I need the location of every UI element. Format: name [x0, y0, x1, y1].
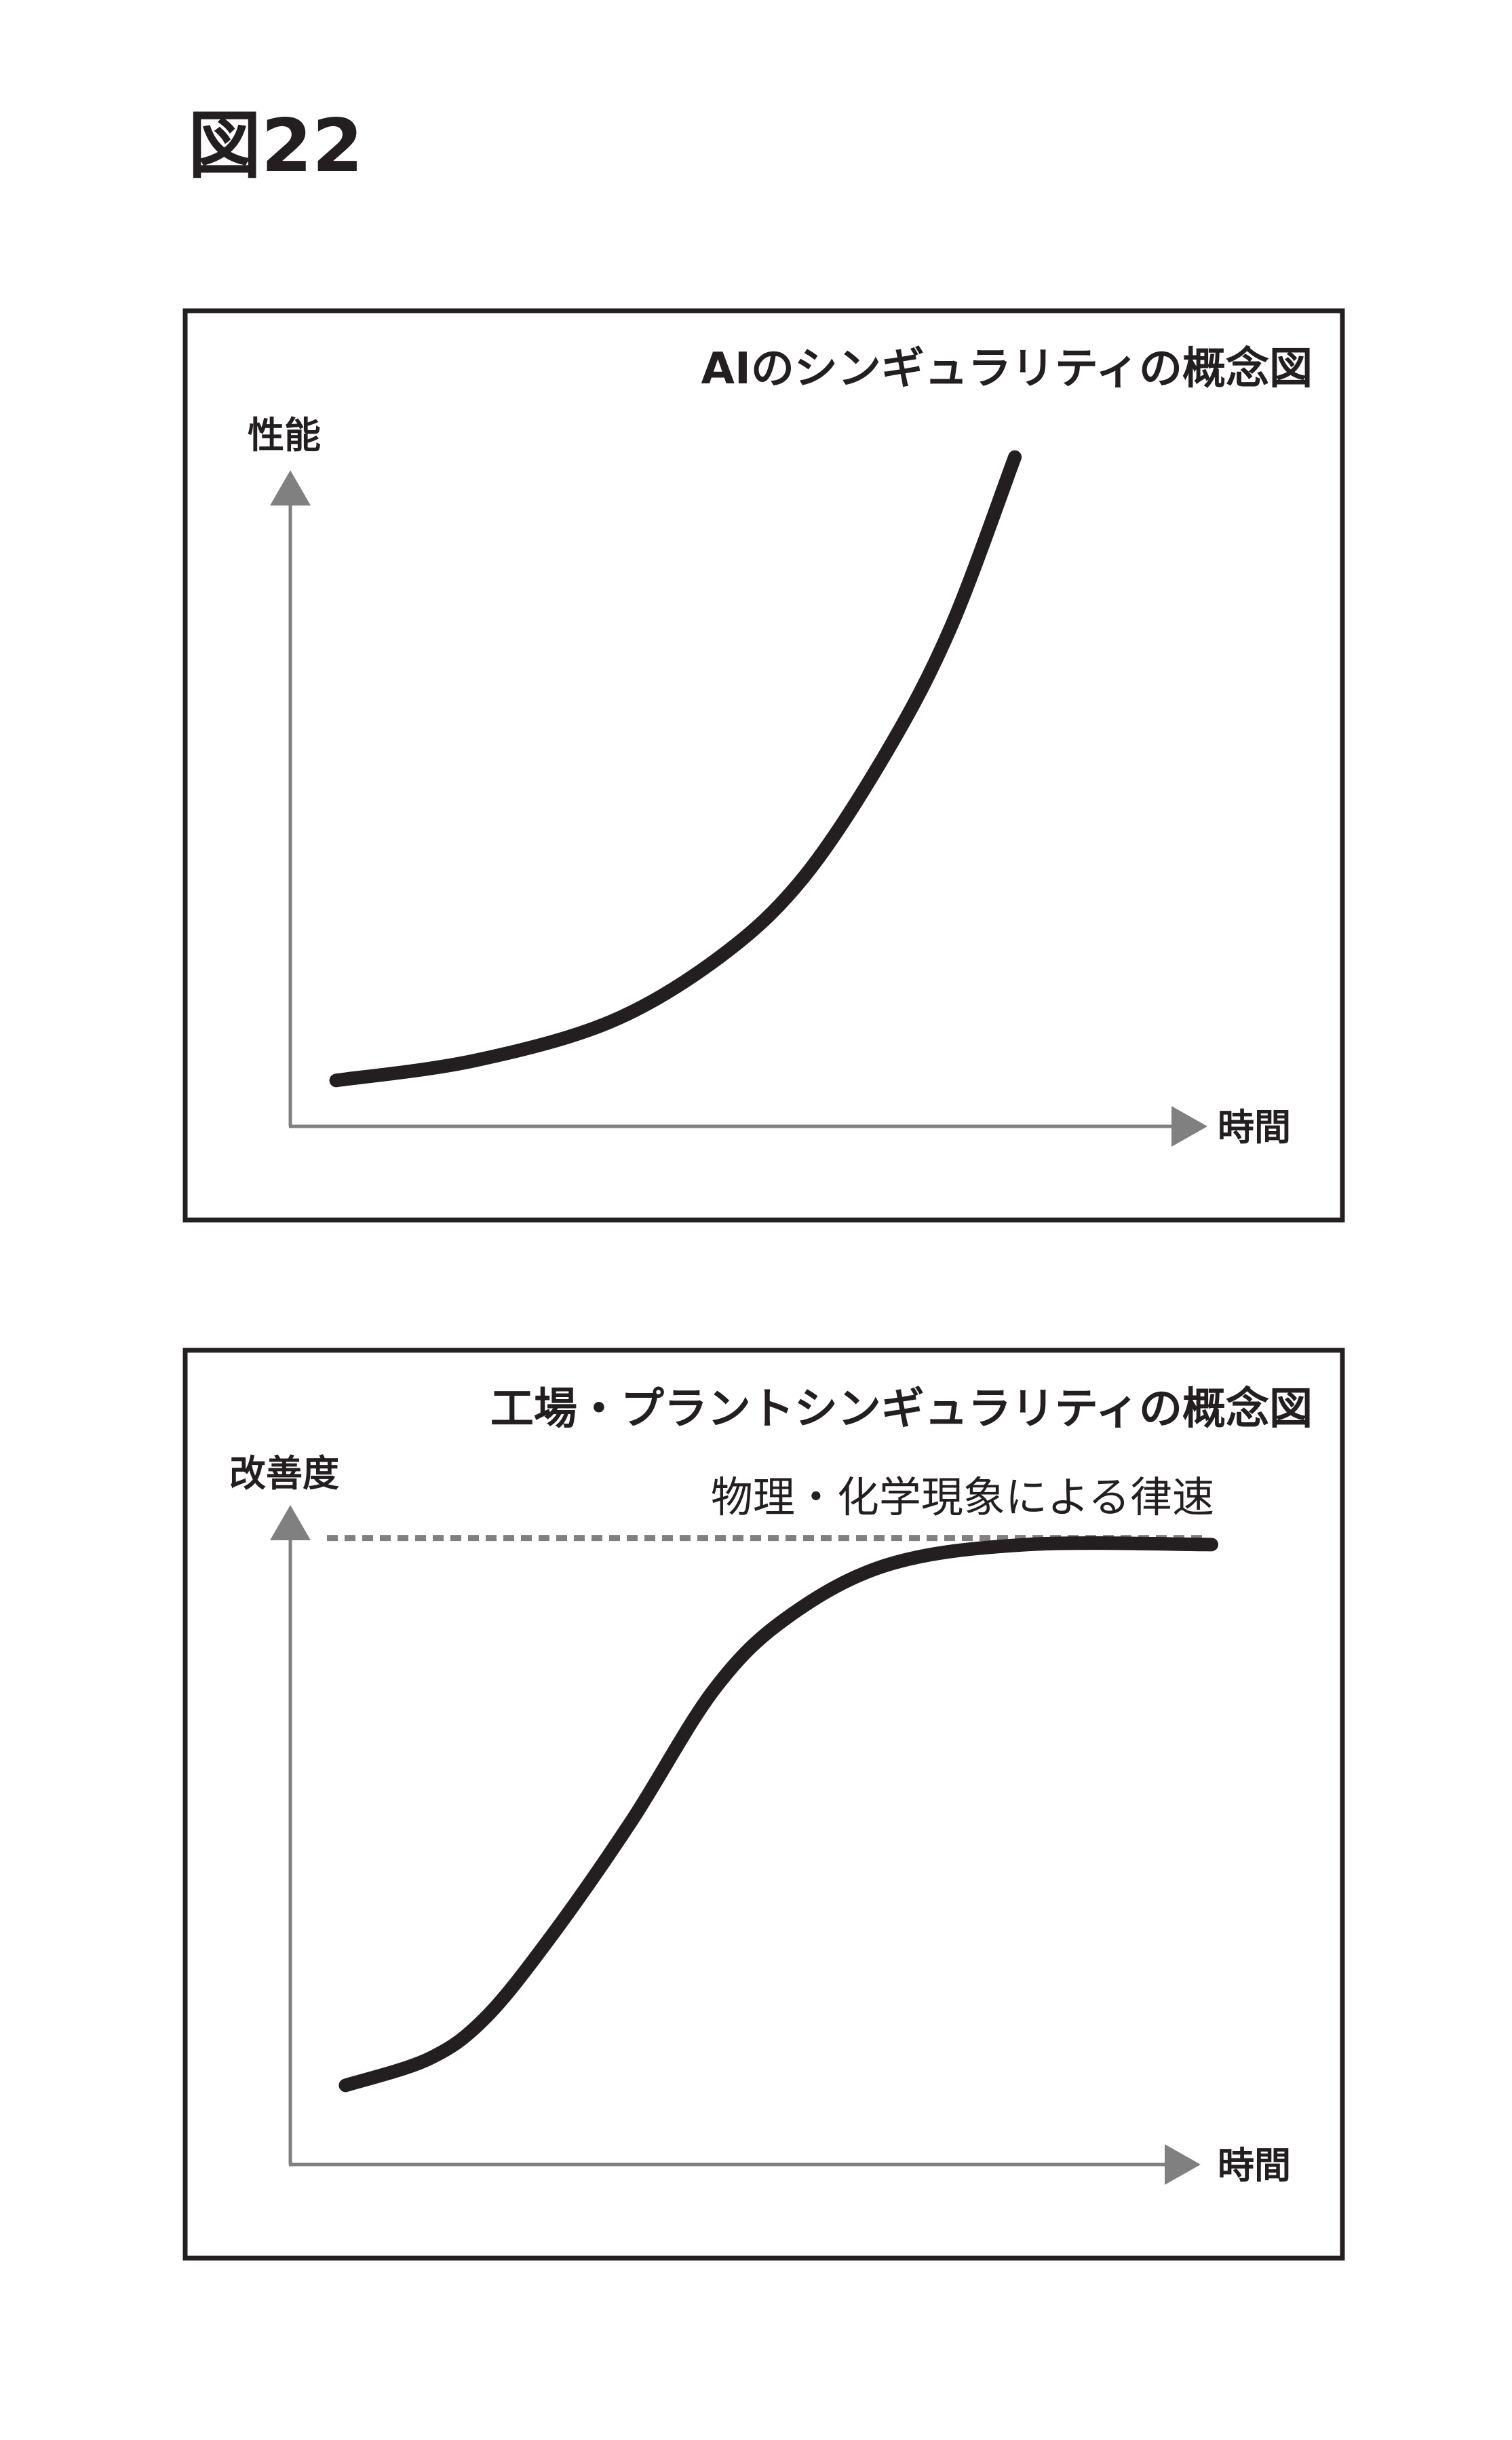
chart-title: 工場・プラントシンギュラリティの概念図 — [490, 1384, 1313, 1434]
chart-frame — [182, 1348, 1345, 2261]
series-line — [338, 1536, 1218, 2093]
x-axis-arrow-icon — [1165, 2144, 1201, 2185]
x-axis-label: 時間 — [1218, 1106, 1291, 1149]
y-axis-arrow-icon — [270, 470, 311, 506]
y-axis-arrow-icon — [270, 1505, 311, 1540]
x-axis-arrow-icon — [1171, 1106, 1207, 1147]
x-axis-label: 時間 — [1218, 2144, 1291, 2187]
chart-ai-singularity: AIのシンギュラリティの概念図 性能 時間 — [182, 308, 1345, 1223]
reference-line-label: 物理・化学現象による律速 — [711, 1472, 1214, 1522]
y-axis-label: 性能 — [248, 414, 321, 457]
chart-title: AIのシンギュラリティの概念図 — [701, 344, 1313, 394]
chart-frame — [182, 308, 1345, 1223]
y-axis-label: 改善度 — [229, 1452, 339, 1495]
chart-plant-singularity: 工場・プラントシンギュラリティの概念図 改善度 物理・化学現象による律速 時間 — [182, 1348, 1345, 2261]
series-line — [329, 450, 1022, 1088]
figure-label: 図22 — [188, 104, 363, 189]
